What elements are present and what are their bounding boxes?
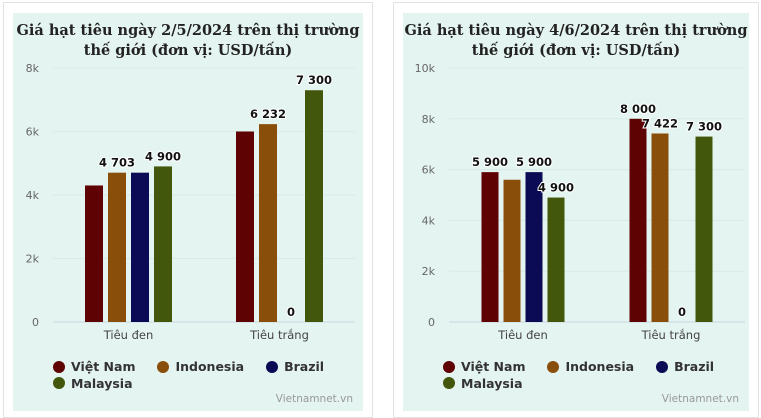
legend-item[interactable]: Malaysia (443, 376, 721, 391)
bar-brazil (525, 172, 543, 322)
y-tick-label: 8k (26, 62, 40, 75)
legend-item[interactable]: Indonesia (547, 359, 634, 374)
legend-dot-icon (157, 360, 170, 373)
legend-dot-icon (53, 377, 65, 389)
bar-indonesia (503, 179, 521, 322)
legend-label: Indonesia (175, 359, 245, 374)
legend-item[interactable]: Brazil (266, 359, 324, 374)
legend-item[interactable]: Việt Nam (53, 359, 135, 374)
legend-label: Brazil (674, 359, 715, 374)
bar-việt-nam (481, 172, 499, 322)
title-line-2: thế giới (đơn vị: USD/tấn) (83, 42, 293, 59)
bar-việt-nam (85, 185, 103, 322)
bar-indonesia (651, 133, 669, 322)
title-line-2: thế giới (đơn vị: USD/tấn) (471, 42, 681, 59)
data-label: 4 703 (99, 156, 135, 170)
bar-malaysia (305, 90, 323, 322)
bar-malaysia (547, 197, 565, 322)
y-tick-label: 0 (428, 316, 435, 329)
bar-malaysia (695, 136, 713, 322)
chart-area: Giá hạt tiêu ngày 4/6/2024 trên thị trườ… (403, 13, 749, 411)
data-label: 4 900 (538, 181, 574, 195)
data-label: 0 (287, 305, 295, 319)
legend-item[interactable]: Brazil (656, 359, 714, 374)
data-label: 7 422 (642, 116, 678, 130)
x-tick-label: Tiêu trắng (249, 328, 309, 342)
x-tick-label: Tiêu đen (103, 328, 154, 342)
chart-card-may: Giá hạt tiêu ngày 2/5/2024 trên thị trườ… (3, 2, 373, 418)
credit: Vietnamnet.vn (661, 393, 739, 405)
bar-indonesia (108, 172, 126, 322)
chart-card-june: Giá hạt tiêu ngày 4/6/2024 trên thị trườ… (393, 2, 759, 418)
chart-area: Giá hạt tiêu ngày 2/5/2024 trên thị trườ… (13, 13, 363, 411)
x-tick-label: Tiêu đen (497, 328, 548, 342)
bar-brazil (131, 172, 149, 322)
legend-dot-icon (266, 360, 279, 373)
y-tick-label: 4k (26, 189, 40, 202)
legend: Việt Nam Indonesia Brazil Malaysia (53, 359, 353, 391)
x-tick-label: Tiêu trắng (641, 328, 701, 342)
legend-item[interactable]: Indonesia (157, 359, 244, 374)
title-line-1: Giá hạt tiêu ngày 4/6/2024 trên thị trườ… (404, 22, 748, 39)
y-tick-label: 2k (422, 265, 436, 278)
data-label: 8 000 (620, 102, 656, 116)
data-label: 5 900 (516, 155, 552, 169)
legend-dot-icon (656, 360, 669, 373)
bar-chart: 0 2k 4k 6k 8k Tiêu đen 4 703 4 900 Tiêu trắng 6 2… (26, 62, 355, 342)
data-label: 6 232 (250, 107, 286, 121)
credit: Vietnamnet.vn (275, 393, 353, 405)
bar-malaysia (154, 166, 172, 322)
legend-dot-icon (443, 360, 455, 373)
y-tick-label: 6k (26, 126, 40, 139)
y-tick-label: 10k (415, 62, 436, 75)
legend-item[interactable]: Malaysia (53, 376, 331, 391)
legend-dot-icon (547, 360, 560, 373)
legend-item[interactable]: Việt Nam (443, 359, 525, 374)
legend-label: Indonesia (565, 359, 635, 374)
data-label: 4 900 (145, 149, 181, 163)
data-label: 7 300 (686, 120, 722, 134)
bar-việt-nam (236, 131, 254, 322)
legend-label: Brazil (284, 359, 325, 374)
legend-label: Malaysia (71, 375, 133, 391)
chart-title: Giá hạt tiêu ngày 4/6/2024 trên thị trườ… (403, 21, 749, 61)
data-label: 5 900 (472, 155, 508, 169)
legend-label: Việt Nam (71, 359, 136, 374)
data-label: 7 300 (296, 73, 332, 87)
bar-chart: 0 2k 4k 6k 8k 10k Tiêu đen 5 900 5 900 4 900 Tiêu … (415, 62, 745, 342)
y-tick-label: 2k (26, 253, 40, 266)
data-label: 0 (678, 305, 686, 319)
y-tick-label: 6k (422, 164, 436, 177)
legend-label: Malaysia (461, 375, 523, 391)
chart-title: Giá hạt tiêu ngày 2/5/2024 trên thị trườ… (13, 21, 363, 61)
legend-dot-icon (443, 377, 455, 389)
legend: Việt Nam Indonesia Brazil Malaysia (443, 359, 743, 391)
y-tick-label: 8k (422, 113, 436, 126)
bar-indonesia (259, 124, 277, 322)
bar-việt-nam (629, 118, 647, 322)
legend-label: Việt Nam (461, 359, 526, 374)
legend-dot-icon (53, 360, 65, 373)
title-line-1: Giá hạt tiêu ngày 2/5/2024 trên thị trườ… (16, 22, 360, 39)
y-tick-label: 0 (32, 316, 39, 329)
y-tick-label: 4k (422, 214, 436, 227)
